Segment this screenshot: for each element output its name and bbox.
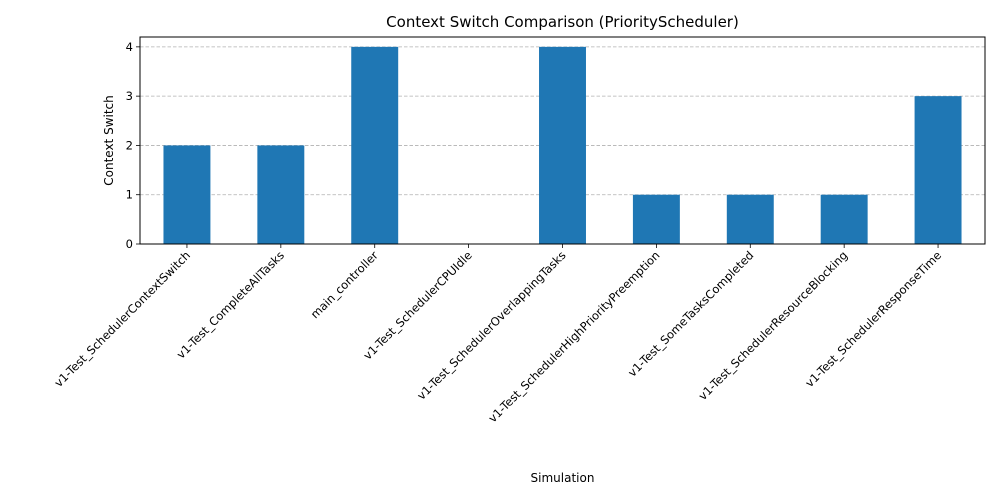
- y-tick-label: 1: [126, 188, 133, 202]
- bar: [726, 194, 774, 244]
- y-tick-label: 0: [126, 237, 133, 251]
- bar: [257, 145, 305, 244]
- bar: [632, 194, 680, 244]
- y-axis-label: Context Switch: [102, 95, 116, 186]
- x-tick-label: v1-Test_SchedulerCPUIdle: [361, 248, 475, 362]
- y-tick-label: 2: [126, 138, 133, 152]
- bars: [163, 46, 962, 245]
- x-tick-label: v1-Test_SchedulerOverlappingTasks: [414, 248, 568, 402]
- y-tick-label: 3: [126, 89, 133, 103]
- bar: [539, 46, 586, 244]
- bar: [163, 145, 211, 244]
- bar: [914, 96, 962, 245]
- x-tick-label: v1-Test_SchedulerContextSwitch: [51, 248, 193, 390]
- x-axis-label: Simulation: [531, 471, 595, 485]
- bar: [820, 194, 868, 244]
- y-tick-label: 4: [126, 40, 133, 54]
- chart-title: Context Switch Comparison (PrioritySched…: [386, 13, 739, 31]
- x-tick-label: main_controller: [308, 248, 381, 321]
- y-axis-ticks: 0 1 2 3 4: [126, 40, 140, 251]
- x-axis-ticks: v1-Test_SchedulerContextSwitchv1-Test_Co…: [51, 244, 944, 425]
- x-tick-label: v1-Test_SchedulerResourceBlocking: [696, 248, 851, 403]
- bar: [351, 46, 399, 244]
- x-tick-label: v1-Test_SchedulerHighPriorityPreemption: [485, 248, 662, 425]
- x-tick-label: v1-Test_CompleteAllTasks: [174, 248, 287, 361]
